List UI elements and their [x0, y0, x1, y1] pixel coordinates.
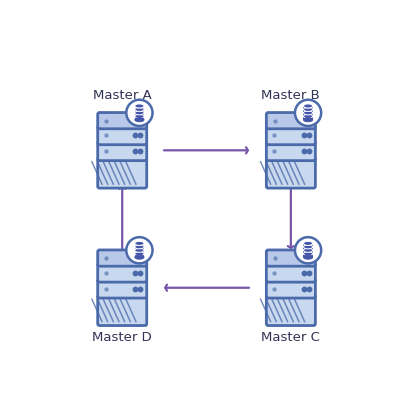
- Ellipse shape: [303, 104, 313, 108]
- FancyBboxPatch shape: [266, 126, 316, 145]
- Bar: [135, 113, 144, 116]
- Ellipse shape: [135, 108, 144, 111]
- Ellipse shape: [303, 104, 313, 108]
- Ellipse shape: [303, 248, 313, 252]
- Bar: [303, 106, 313, 109]
- Ellipse shape: [135, 255, 144, 259]
- Circle shape: [295, 237, 321, 263]
- Circle shape: [295, 100, 321, 126]
- Ellipse shape: [135, 252, 144, 256]
- Bar: [303, 247, 313, 250]
- Ellipse shape: [303, 255, 313, 259]
- Bar: [135, 109, 144, 113]
- Ellipse shape: [135, 111, 144, 115]
- Ellipse shape: [303, 245, 313, 249]
- Text: Master D: Master D: [92, 331, 152, 344]
- Bar: [303, 250, 313, 254]
- FancyBboxPatch shape: [98, 263, 147, 282]
- FancyBboxPatch shape: [98, 295, 147, 326]
- FancyBboxPatch shape: [98, 126, 147, 145]
- Bar: [303, 116, 313, 120]
- Bar: [135, 254, 144, 257]
- Bar: [135, 116, 144, 120]
- Text: Master C: Master C: [262, 331, 320, 344]
- Ellipse shape: [135, 248, 144, 252]
- Bar: [135, 250, 144, 254]
- FancyBboxPatch shape: [98, 250, 147, 266]
- Text: Master B: Master B: [262, 89, 320, 102]
- FancyBboxPatch shape: [98, 158, 147, 188]
- FancyBboxPatch shape: [266, 295, 316, 326]
- Bar: [303, 113, 313, 116]
- Ellipse shape: [135, 118, 144, 122]
- FancyBboxPatch shape: [98, 112, 147, 129]
- Ellipse shape: [135, 241, 144, 245]
- Ellipse shape: [135, 245, 144, 249]
- Circle shape: [126, 100, 153, 126]
- Ellipse shape: [303, 114, 313, 118]
- Bar: [135, 106, 144, 109]
- FancyBboxPatch shape: [266, 250, 316, 266]
- Bar: [303, 254, 313, 257]
- Ellipse shape: [135, 241, 144, 245]
- Ellipse shape: [303, 241, 313, 245]
- Bar: [135, 247, 144, 250]
- Bar: [303, 243, 313, 247]
- FancyBboxPatch shape: [266, 263, 316, 282]
- Circle shape: [126, 237, 153, 263]
- FancyBboxPatch shape: [98, 142, 147, 161]
- Ellipse shape: [303, 252, 313, 256]
- Bar: [303, 109, 313, 113]
- FancyBboxPatch shape: [266, 279, 316, 298]
- Ellipse shape: [135, 104, 144, 108]
- FancyBboxPatch shape: [266, 158, 316, 188]
- Ellipse shape: [135, 114, 144, 118]
- FancyBboxPatch shape: [98, 279, 147, 298]
- Text: Master A: Master A: [93, 89, 152, 102]
- FancyBboxPatch shape: [266, 142, 316, 161]
- Ellipse shape: [303, 118, 313, 122]
- Ellipse shape: [303, 111, 313, 115]
- FancyBboxPatch shape: [266, 112, 316, 129]
- Ellipse shape: [303, 108, 313, 111]
- Ellipse shape: [135, 104, 144, 108]
- Ellipse shape: [303, 241, 313, 245]
- Bar: [135, 243, 144, 247]
